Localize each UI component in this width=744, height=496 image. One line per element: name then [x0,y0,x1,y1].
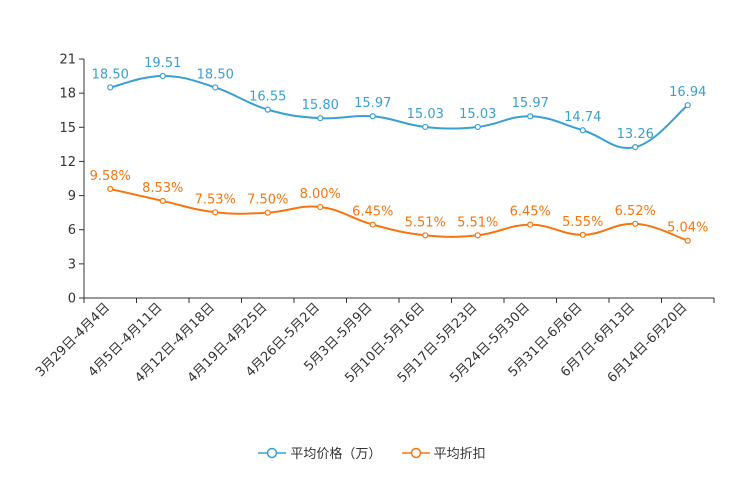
legend-label-price: 平均价格（万） [290,447,382,462]
data-point[interactable] [264,209,271,216]
data-point[interactable] [212,84,219,91]
data-label: 15.03 [459,107,496,122]
data-point[interactable] [212,209,219,216]
y-tick-label: 6 [68,223,76,238]
y-tick-label: 3 [68,257,76,272]
data-label: 15.80 [302,98,339,113]
data-label: 7.53% [195,192,236,207]
series-layer [107,72,691,244]
data-point[interactable] [107,84,114,91]
data-label: 6.52% [615,204,656,219]
data-label: 8.53% [142,181,183,196]
y-tick-label: 9 [68,189,76,204]
data-label: 5.51% [405,215,446,230]
data-label: 15.03 [407,107,444,122]
data-point[interactable] [369,221,376,228]
data-label: 9.58% [90,169,131,184]
data-label: 7.50% [247,193,288,208]
data-point[interactable] [684,102,691,109]
data-point[interactable] [474,123,481,131]
data-point[interactable] [684,237,691,244]
data-point[interactable] [369,113,376,120]
series-line-0 [110,74,689,150]
data-label: 5.04% [667,221,708,236]
data-point[interactable] [159,72,166,80]
data-label: 14.74 [564,110,601,125]
data-label: 16.94 [669,85,706,100]
data-label: 15.97 [354,96,391,111]
data-point[interactable] [632,220,639,227]
data-point[interactable] [317,203,324,211]
legend-item-discount[interactable]: 平均折扣 [401,443,486,462]
data-point[interactable] [527,113,534,120]
legend-item-price[interactable]: 平均价格（万） [258,443,381,462]
series-line-1 [110,187,689,242]
y-tick-label: 0 [68,292,76,307]
data-label: 5.51% [457,215,498,230]
data-point[interactable] [632,143,639,151]
y-tick-label: 18 [59,87,76,102]
data-labels: 18.50 19.51 18.50 16.55 15.80 15.97 15.03 15.03… [90,56,709,236]
data-label: 8.00% [300,187,341,202]
data-point[interactable] [579,127,586,134]
data-label: 15.97 [512,96,549,111]
data-label: 16.55 [249,90,286,105]
data-point[interactable] [579,231,586,238]
data-label: 18.50 [197,67,234,82]
data-point[interactable] [422,232,429,239]
data-label: 6.45% [510,205,551,220]
data-point[interactable] [317,115,324,122]
data-point[interactable] [422,123,429,131]
data-label: 6.45% [352,205,393,220]
data-point[interactable] [527,221,534,228]
y-tick-label: 21 [59,53,76,68]
legend: 平均价格（万） 平均折扣 [0,443,744,463]
data-point[interactable] [107,185,114,193]
legend-discount-line-icon [401,447,430,458]
y-tick-label: 15 [59,121,76,136]
legend-price-line-icon [258,447,287,458]
y-tick-label: 12 [59,155,76,170]
data-point[interactable] [264,106,271,113]
data-point[interactable] [474,232,481,239]
data-label: 19.51 [144,56,181,71]
data-point[interactable] [159,197,166,205]
data-label: 18.50 [92,67,129,82]
data-label: 13.26 [617,127,654,142]
data-label: 5.55% [562,215,603,230]
legend-label-discount: 平均折扣 [433,447,486,462]
